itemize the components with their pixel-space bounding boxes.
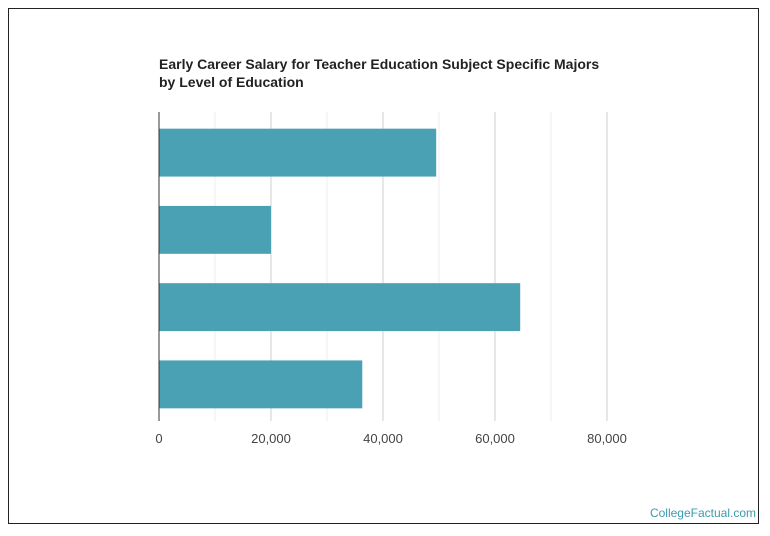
site-watermark: CollegeFactual.com	[649, 506, 756, 520]
x-tick-label: 60,000	[475, 431, 515, 446]
bar	[159, 360, 363, 409]
bar	[159, 128, 437, 177]
bar	[159, 205, 271, 254]
bar	[159, 283, 521, 332]
x-axis-tick-labels: 0 20,000 40,000 60,000 80,000	[155, 431, 627, 446]
chart-title: Early Career Salary for Teacher Educatio…	[159, 56, 600, 90]
bars	[159, 128, 521, 409]
x-tick-label: 40,000	[363, 431, 403, 446]
x-tick-label: 0	[155, 431, 162, 446]
x-tick-label: 80,000	[587, 431, 627, 446]
x-tick-label: 20,000	[251, 431, 291, 446]
